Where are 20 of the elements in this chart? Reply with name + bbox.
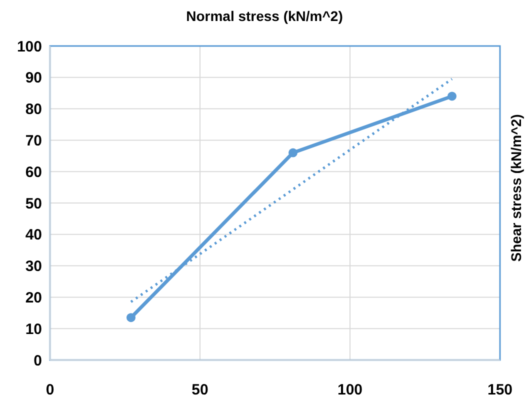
x-tick-label: 100 [337, 382, 363, 399]
y-tick-label: 40 [25, 226, 42, 244]
y-tick-label: 100 [16, 38, 42, 56]
y-tick-label: 60 [25, 164, 42, 181]
x-tick-label: 0 [46, 382, 54, 399]
point [126, 313, 136, 322]
x-tick-label: 50 [192, 382, 208, 399]
y-tick-label: 20 [25, 290, 42, 307]
y-tick-label: 0 [34, 352, 42, 370]
point [288, 148, 298, 158]
y-tick-label: 50 [25, 195, 42, 212]
y-tick-label: 80 [25, 101, 42, 118]
y-tick-label: 10 [25, 320, 42, 338]
x-tick-label: 150 [487, 382, 513, 399]
point [448, 92, 456, 101]
y-tick-label: 30 [25, 258, 42, 276]
y-axis-title: Shear stress (kN/m^2) [508, 114, 524, 262]
y-tick-label: 70 [25, 132, 42, 150]
y-tick-label: 90 [25, 70, 42, 87]
chart-title: Normal stress (kN/m^2) [185, 8, 344, 24]
